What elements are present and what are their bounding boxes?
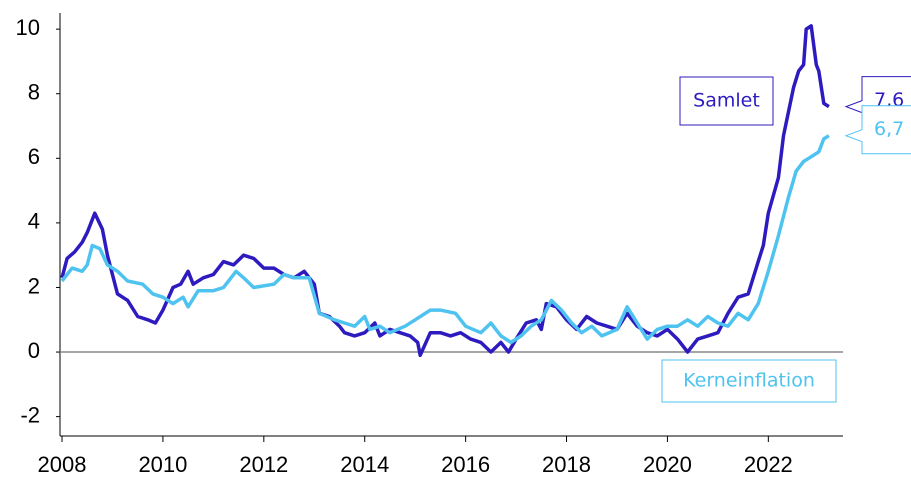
x-tick-label: 2008 — [38, 452, 87, 477]
series-line — [60, 24, 830, 358]
y-tick-label: 4 — [28, 209, 40, 234]
legend-label: Samlet — [693, 90, 760, 112]
series-line — [60, 134, 830, 345]
legend-label: Kerneinflation — [683, 370, 815, 392]
legend-box — [661, 359, 837, 403]
x-tick-label: 2012 — [239, 452, 288, 477]
legend-box — [679, 76, 774, 126]
y-tick-label: 10 — [16, 15, 40, 40]
x-tick-label: 2018 — [542, 452, 591, 477]
x-tick-label: 2020 — [643, 452, 692, 477]
y-tick-label: -2 — [20, 402, 40, 427]
end-value-label: 6,7 — [874, 118, 904, 140]
x-tick-label: 2010 — [138, 452, 187, 477]
y-tick-label: 8 — [28, 80, 40, 105]
x-tick-label: 2022 — [744, 452, 793, 477]
y-tick-label: 2 — [28, 273, 40, 298]
y-tick-label: 0 — [28, 338, 40, 363]
y-tick-label: 6 — [28, 144, 40, 169]
x-tick-label: 2016 — [441, 452, 490, 477]
callout-box — [844, 105, 911, 155]
x-tick-label: 2014 — [340, 452, 389, 477]
